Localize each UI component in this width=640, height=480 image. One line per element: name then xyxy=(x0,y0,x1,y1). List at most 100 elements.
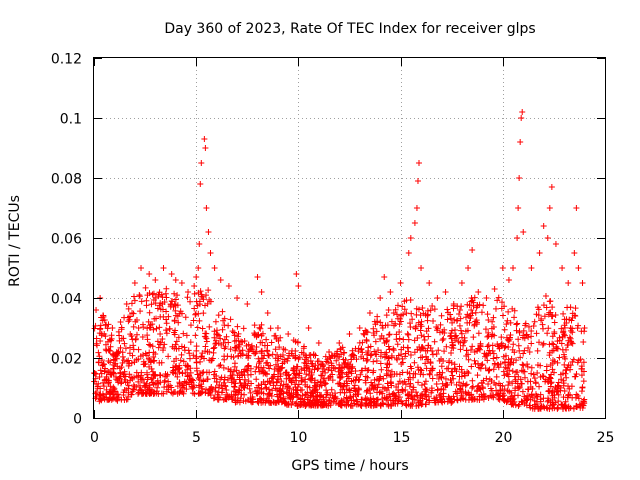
data-point xyxy=(238,382,245,389)
data-point xyxy=(146,309,153,316)
data-point xyxy=(528,340,535,347)
data-point xyxy=(499,342,506,349)
peak-point xyxy=(193,274,200,280)
data-point xyxy=(312,362,319,369)
data-point xyxy=(504,317,511,324)
data-point xyxy=(573,403,580,410)
data-point xyxy=(580,359,587,366)
data-point xyxy=(272,346,279,353)
data-point xyxy=(459,388,466,395)
peak-point xyxy=(418,265,425,271)
data-point xyxy=(501,372,508,379)
data-point xyxy=(160,344,167,351)
data-point xyxy=(415,306,422,313)
data-point xyxy=(515,336,522,343)
data-point xyxy=(97,337,104,344)
data-point xyxy=(447,376,454,383)
data-point xyxy=(500,390,507,397)
data-point xyxy=(540,395,547,402)
data-point xyxy=(256,395,263,402)
data-point xyxy=(489,318,496,325)
data-point xyxy=(362,373,369,380)
data-point xyxy=(575,395,582,402)
data-point xyxy=(523,402,530,409)
data-point xyxy=(405,348,412,355)
data-point xyxy=(410,386,417,393)
data-point xyxy=(213,327,220,334)
data-point xyxy=(507,319,514,326)
data-point xyxy=(434,325,441,332)
data-point xyxy=(332,390,339,397)
data-point xyxy=(137,308,144,315)
data-point xyxy=(547,402,554,409)
data-point xyxy=(339,386,346,393)
data-point xyxy=(193,298,200,305)
data-point xyxy=(449,372,456,379)
data-point xyxy=(120,371,127,378)
data-point xyxy=(148,301,155,308)
data-point xyxy=(519,361,526,368)
data-point xyxy=(542,292,549,299)
data-point xyxy=(205,390,212,397)
data-point xyxy=(172,341,179,348)
data-point xyxy=(329,371,336,378)
peak-point xyxy=(517,139,524,145)
data-point xyxy=(91,325,98,332)
data-point xyxy=(249,346,256,353)
peak-point xyxy=(211,265,218,271)
data-point xyxy=(407,324,414,331)
data-point xyxy=(111,386,118,393)
data-point xyxy=(152,380,159,387)
data-point xyxy=(321,365,328,372)
data-point xyxy=(550,347,557,354)
data-point xyxy=(180,384,187,391)
data-point xyxy=(326,396,333,403)
data-point xyxy=(464,311,471,318)
data-point xyxy=(336,380,343,387)
data-point xyxy=(349,402,356,409)
data-point xyxy=(210,345,217,352)
data-point xyxy=(221,376,228,383)
data-point xyxy=(236,374,243,381)
data-point xyxy=(545,325,552,332)
data-point xyxy=(301,399,308,406)
data-point xyxy=(248,342,255,349)
data-point xyxy=(521,368,528,375)
data-point xyxy=(534,369,541,376)
data-point xyxy=(244,367,251,374)
peak-point xyxy=(552,241,559,247)
peak-point xyxy=(475,289,482,295)
data-point xyxy=(282,346,289,353)
peak-point xyxy=(510,265,517,271)
data-point xyxy=(352,376,359,383)
peak-point xyxy=(315,340,322,346)
data-point xyxy=(499,312,506,319)
data-point xyxy=(341,361,348,368)
data-point xyxy=(206,386,213,393)
data-point xyxy=(99,362,106,369)
data-point xyxy=(527,396,534,403)
data-point xyxy=(438,385,445,392)
data-point xyxy=(418,323,425,330)
data-point xyxy=(350,377,357,384)
data-point xyxy=(547,383,554,390)
data-point xyxy=(167,303,174,310)
data-point xyxy=(427,360,434,367)
peak-point xyxy=(101,331,108,337)
data-point xyxy=(299,392,306,399)
peak-point xyxy=(426,280,433,286)
data-point xyxy=(549,360,556,367)
data-point xyxy=(365,367,372,374)
data-point xyxy=(417,312,424,319)
data-point xyxy=(385,343,392,350)
data-point xyxy=(485,350,492,357)
data-point xyxy=(141,379,148,386)
data-point xyxy=(400,311,407,318)
data-point xyxy=(524,363,531,370)
data-point xyxy=(316,383,323,390)
data-point xyxy=(254,332,261,339)
data-point xyxy=(514,383,521,390)
data-point xyxy=(129,388,136,395)
data-point xyxy=(448,395,455,402)
y-tick-label: 0.08 xyxy=(51,172,82,188)
